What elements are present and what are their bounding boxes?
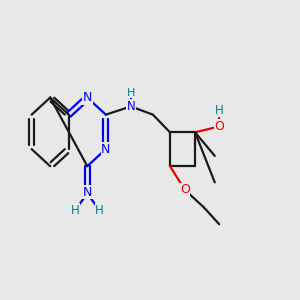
Text: H: H [215,104,224,117]
Text: O: O [180,183,190,196]
Text: N: N [82,186,92,199]
Text: H: H [95,204,104,217]
Text: N: N [101,142,110,156]
Text: O: O [214,120,224,133]
Text: H: H [127,88,135,98]
Text: N: N [82,91,92,104]
Text: H: H [70,204,79,217]
Text: N: N [127,100,135,113]
